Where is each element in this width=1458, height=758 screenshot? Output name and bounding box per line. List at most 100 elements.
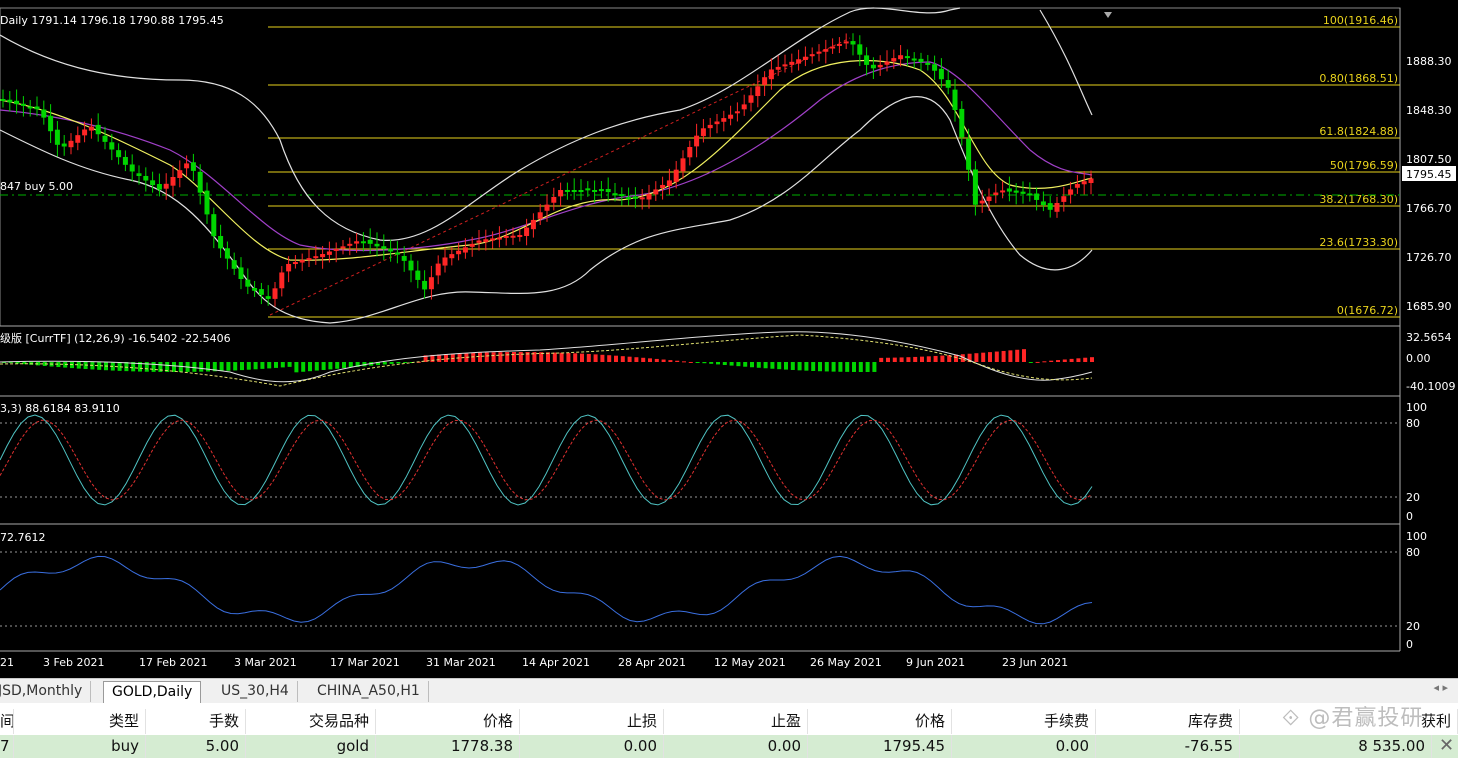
candle-body <box>224 248 230 259</box>
candle-body <box>320 254 326 258</box>
macd-bar <box>437 354 442 362</box>
macd-bar <box>267 362 272 369</box>
candle-body <box>109 142 115 150</box>
col-header-volume[interactable]: 手数 <box>146 709 246 734</box>
candle-body <box>524 227 530 236</box>
shift-marker-icon[interactable] <box>1104 12 1112 18</box>
candle-body <box>816 51 822 54</box>
price-tick: 1685.90 <box>1406 300 1452 313</box>
date-tick: 3 Feb 2021 <box>43 656 104 669</box>
macd-bar <box>654 358 659 362</box>
macd-bar <box>444 354 448 362</box>
macd-histogram <box>2 349 1094 373</box>
macd-axis-tick: 0.00 <box>1406 352 1431 365</box>
col-header-takeprofit[interactable]: 止盈 <box>664 709 808 734</box>
macd-bar <box>797 362 802 371</box>
candle-body <box>646 194 652 200</box>
tab-us30-h4[interactable]: US_30,H4 <box>213 681 298 702</box>
macd-bar <box>539 352 544 362</box>
candle-body <box>802 56 808 61</box>
macd-bar <box>790 362 795 370</box>
macd-bar <box>138 362 142 372</box>
candlesticks[interactable] <box>0 33 1094 307</box>
candle-body <box>88 126 94 131</box>
fib-label-382: 38.2(1768.30) <box>1319 193 1398 206</box>
macd-bar <box>852 362 856 372</box>
macd-bar <box>668 360 673 362</box>
close-icon[interactable]: ✕ <box>1439 735 1455 756</box>
candle-body <box>782 64 788 67</box>
cell-symbol: gold <box>246 735 376 758</box>
candle-body <box>218 235 224 249</box>
candle-body <box>245 279 251 287</box>
macd-bar <box>260 362 265 369</box>
candle-body <box>796 59 802 64</box>
date-tick: 14 Apr 2021 <box>522 656 590 669</box>
table-row[interactable] <box>0 735 1458 758</box>
candle-body <box>1040 201 1046 206</box>
candle-body <box>143 175 149 181</box>
col-header-swap[interactable]: 库存费 <box>1096 709 1240 734</box>
col-header-stoploss[interactable]: 止损 <box>520 709 664 734</box>
macd-bar <box>648 358 652 362</box>
candle-body <box>1054 203 1060 212</box>
macd-bar <box>97 362 102 370</box>
col-header-time[interactable]: 间 <box>0 709 14 734</box>
macd-bar <box>491 352 496 362</box>
date-axis: 21 3 Feb 2021 17 Feb 2021 3 Mar 2021 17 … <box>0 656 1068 669</box>
candle-body <box>952 89 958 110</box>
macd-bar <box>56 362 61 368</box>
tab-china-a50-h1[interactable]: CHINA_A50,H1 <box>309 681 429 702</box>
col-header-price[interactable]: 价格 <box>376 709 520 734</box>
candle-body <box>394 252 400 255</box>
chart-area[interactable]: 100(1916.46) 0.80(1868.51) 61.8(1824.88)… <box>0 0 1458 678</box>
macd-bar <box>355 362 360 367</box>
candle-body <box>789 61 795 65</box>
macd-bar <box>1090 357 1094 362</box>
trend-line[interactable] <box>269 37 851 316</box>
candle-body <box>1068 189 1074 195</box>
candle-body <box>177 170 183 178</box>
candle-body <box>510 235 516 238</box>
macd-bar <box>158 362 163 372</box>
candle-body <box>48 115 54 132</box>
tab-usd-monthly[interactable]: JSD,Monthly <box>0 681 92 702</box>
macd-bar <box>396 362 401 364</box>
col-header-profit[interactable]: 获利 <box>1240 709 1458 734</box>
macd-bar <box>593 354 598 362</box>
candle-body <box>449 254 455 259</box>
bollinger-lower <box>0 96 1093 324</box>
candle-body <box>462 247 468 253</box>
tab-scroll-arrows-icon[interactable]: ◂ ▸ <box>1433 681 1448 694</box>
macd-bar <box>566 353 571 362</box>
candle-body <box>714 121 720 125</box>
macd-bar <box>620 356 625 362</box>
col-header-type[interactable]: 类型 <box>14 709 146 734</box>
col-header-current-price[interactable]: 价格 <box>808 709 952 734</box>
candle-body <box>388 248 394 252</box>
macd-axis-tick: 32.5654 <box>1406 331 1452 344</box>
fib-label-80: 0.80(1868.51) <box>1319 72 1398 85</box>
candle-body <box>422 280 428 290</box>
candle-body <box>666 180 672 186</box>
macd-bar <box>1049 360 1054 362</box>
col-header-symbol[interactable]: 交易品种 <box>246 709 376 734</box>
tab-gold-daily[interactable]: GOLD,Daily <box>103 681 202 703</box>
macd-bar <box>777 362 782 370</box>
macd-bar <box>614 355 618 362</box>
candle-body <box>639 197 645 200</box>
candle-body <box>966 138 972 170</box>
macd-bar <box>1076 358 1081 362</box>
macd-bar <box>824 362 829 372</box>
macd-label: 级版 [CurrTF] (12,26,9) -16.5402 -22.5406 <box>0 331 231 345</box>
candle-body <box>156 184 162 190</box>
macd-bar <box>376 362 380 366</box>
candle-body <box>537 212 543 219</box>
macd-bar <box>206 362 210 372</box>
macd-bar <box>913 356 918 362</box>
cell-ticket: 7 <box>0 735 14 758</box>
stoch-axis-tick: 100 <box>1406 401 1427 414</box>
col-header-commission[interactable]: 手续费 <box>952 709 1096 734</box>
candle-body <box>877 64 883 68</box>
candle-body <box>360 241 366 244</box>
